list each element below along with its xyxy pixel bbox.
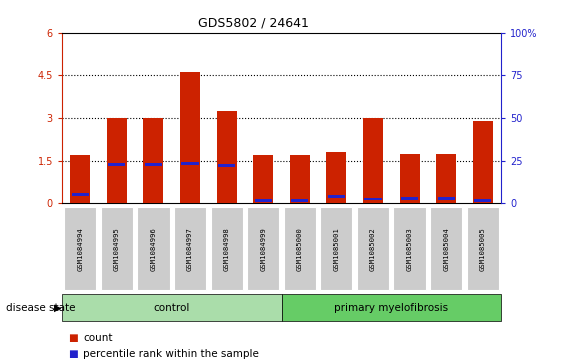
Bar [436, 154, 456, 203]
Bar [363, 118, 383, 203]
Bar [467, 207, 499, 290]
Text: ■: ■ [68, 349, 77, 359]
Bar [364, 197, 382, 200]
Text: GSM1085003: GSM1085003 [406, 227, 413, 270]
Text: GSM1085001: GSM1085001 [333, 227, 339, 270]
Bar [181, 162, 199, 165]
Bar [282, 294, 501, 321]
Bar [437, 197, 455, 200]
Text: GSM1085000: GSM1085000 [297, 227, 303, 270]
Text: GDS5802 / 24641: GDS5802 / 24641 [198, 16, 309, 29]
Text: GSM1084999: GSM1084999 [260, 227, 266, 270]
Bar [144, 118, 163, 203]
Bar [400, 154, 419, 203]
Bar [145, 163, 162, 166]
Bar [473, 121, 493, 203]
Text: ▶: ▶ [53, 303, 61, 313]
Bar [137, 207, 169, 290]
Text: GSM1085002: GSM1085002 [370, 227, 376, 270]
Text: control: control [154, 303, 190, 313]
Bar [254, 199, 272, 202]
Bar [70, 155, 90, 203]
Text: GSM1084997: GSM1084997 [187, 227, 193, 270]
Text: ■: ■ [68, 333, 77, 343]
Bar [290, 155, 310, 203]
Bar [107, 118, 127, 203]
Bar [174, 207, 206, 290]
Bar [328, 195, 345, 197]
Text: primary myelofibrosis: primary myelofibrosis [334, 303, 448, 313]
Bar [64, 207, 96, 290]
Bar [327, 152, 346, 203]
Bar [108, 163, 126, 166]
Bar [430, 207, 462, 290]
Bar [291, 199, 309, 202]
Bar [357, 207, 389, 290]
Bar [247, 207, 279, 290]
Bar [394, 207, 426, 290]
Text: count: count [83, 333, 113, 343]
Text: percentile rank within the sample: percentile rank within the sample [83, 349, 259, 359]
Bar [401, 197, 418, 200]
Text: GSM1084994: GSM1084994 [77, 227, 83, 270]
Bar [218, 164, 235, 167]
Bar [217, 111, 236, 203]
Bar [253, 155, 273, 203]
Bar [101, 207, 133, 290]
Text: GSM1084995: GSM1084995 [114, 227, 120, 270]
Bar [211, 207, 243, 290]
Text: GSM1084998: GSM1084998 [224, 227, 230, 270]
Text: GSM1084996: GSM1084996 [150, 227, 157, 270]
Bar [284, 207, 316, 290]
Text: disease state: disease state [6, 303, 75, 313]
Bar [72, 193, 89, 196]
Bar [474, 199, 491, 202]
Bar [320, 207, 352, 290]
Text: GSM1085004: GSM1085004 [443, 227, 449, 270]
Bar [62, 294, 282, 321]
Bar [180, 73, 200, 203]
Text: GSM1085005: GSM1085005 [480, 227, 486, 270]
